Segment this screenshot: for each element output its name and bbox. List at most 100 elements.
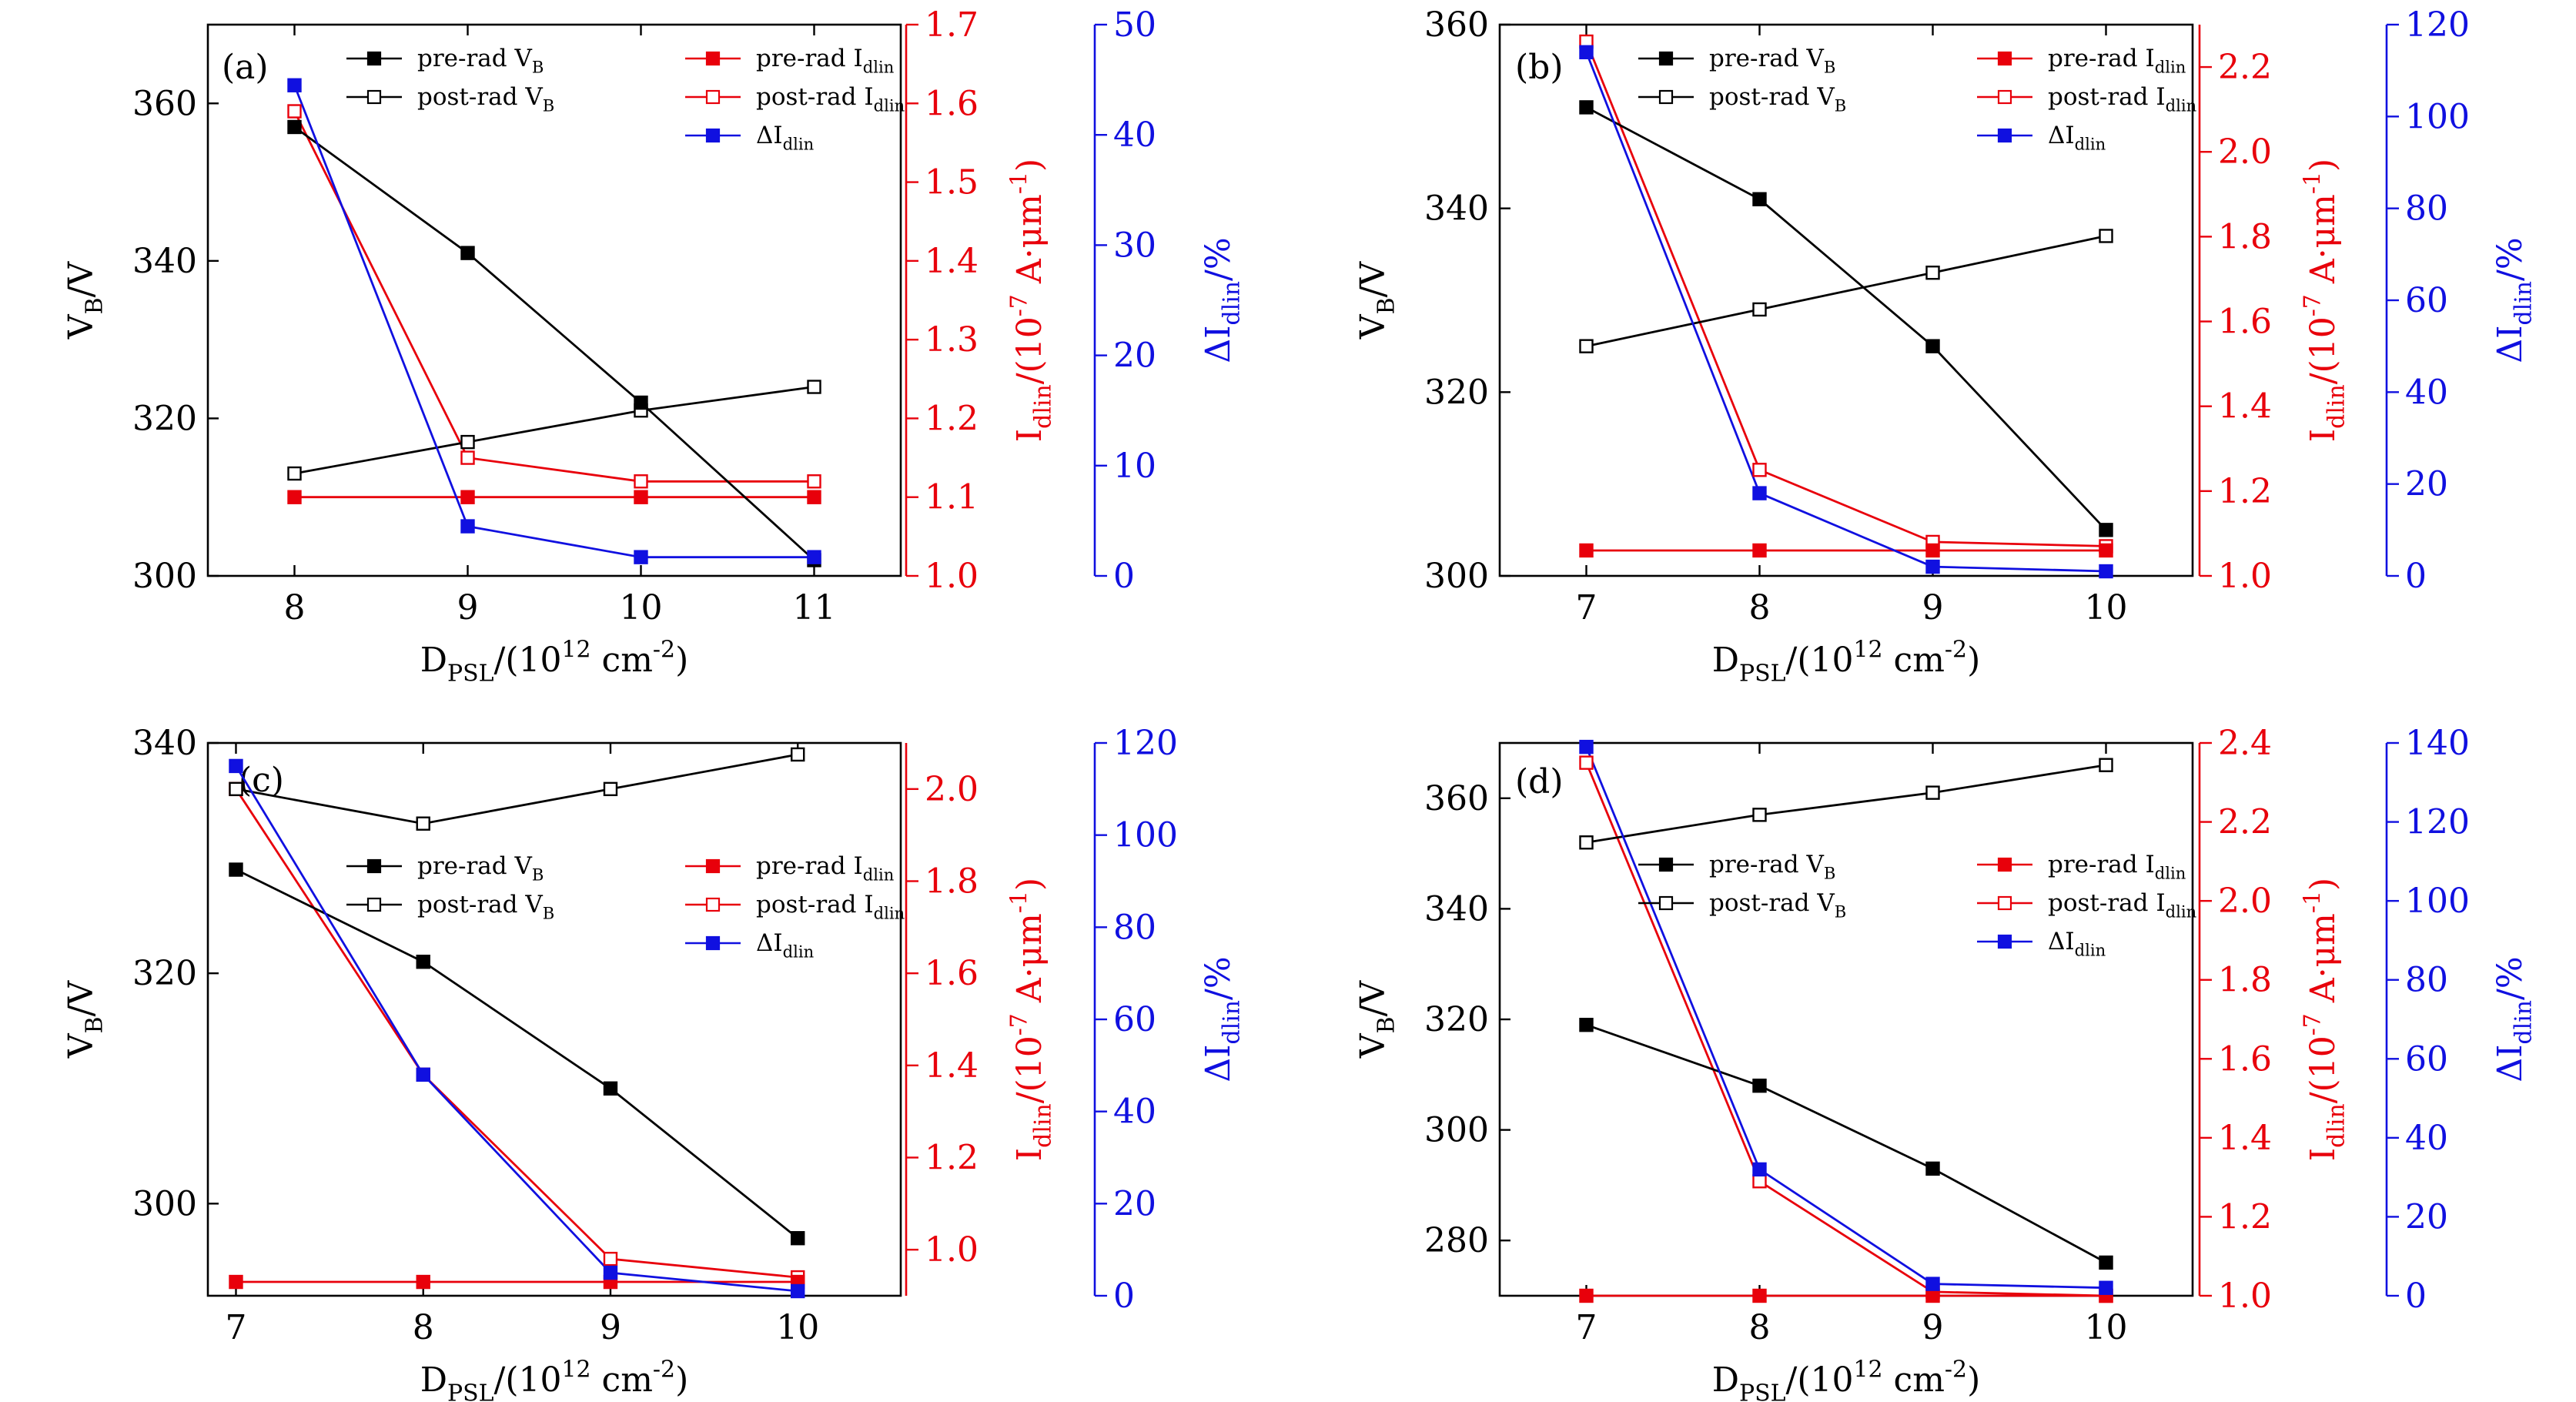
text-run: ΔI [1199,1045,1238,1082]
subscript: dlin [783,942,815,962]
data-point [229,1274,243,1290]
data-point [1579,339,1594,353]
series-line [1585,762,2106,1297]
legend-label: post-rad VB​ [1709,83,1846,115]
text-run: ) [2303,159,2343,172]
legend-label: post-rad VB​ [417,83,554,115]
y-blue-tick-label: 40 [2405,1119,2448,1158]
text-run: /V [1353,980,1393,1017]
y-left-tick-label: 360 [132,84,197,123]
series-line [294,386,815,475]
panel-label: (d) [1515,762,1564,801]
y-red-tick-label: 1.3 [925,320,979,360]
data-point [1752,1174,1767,1189]
text-run: pre-rad V [1709,45,1824,72]
text-run: ΔI [756,929,783,957]
y-red-tick-label: 1.7 [925,5,979,45]
data-point [603,1081,618,1096]
y-red-tick-label: 1.2 [925,399,979,438]
y-blue-tick-label: 60 [1113,1000,1156,1039]
legend-label: pre-rad Idlin​ [756,45,894,77]
y-red-axis-title: Idlin/(10-7 A·μm-1) [1006,878,1057,1161]
series-line [235,788,798,1279]
data-point [2099,1255,2113,1270]
subscript: dlin [2155,58,2186,77]
plot-frame [206,23,902,577]
y-red-tick-label: 1.5 [925,163,979,202]
superscript: -1 [1006,172,1033,194]
x-tick-label: 9 [1922,588,1944,627]
y-red-tick-label: 1.4 [925,242,979,281]
superscript: -2 [653,637,675,664]
series-line [1585,106,2107,531]
legend-marker [705,935,721,951]
y-blue-tick-label: 40 [1113,1092,1156,1132]
x-tick-label: 10 [2085,588,2128,627]
text-run: /(10 [1786,641,1854,680]
text-run: post-rad V [417,891,543,918]
data-point [460,490,475,504]
subscript: dlin [2075,941,2106,960]
text-run: D [1712,1360,1739,1400]
text-run: post-rad I [756,83,874,111]
subscript: dlin [874,904,905,923]
superscript: -2 [1945,1357,1967,1384]
y-left-tick-label: 340 [132,242,197,281]
y-red-tick-label: 1.2 [925,1139,979,1178]
data-point [416,955,430,969]
data-point [229,758,243,774]
text-run: /V [1353,261,1393,298]
text-run: ΔI [2491,326,2530,363]
y-blue-tick-label: 20 [1113,1184,1156,1223]
series-line [1586,1023,2107,1264]
data-point [1752,1162,1767,1177]
text-run: post-rad I [2048,889,2166,917]
superscript: 12 [1854,1357,1883,1384]
x-tick-label: 9 [1922,1308,1944,1347]
subscript: dlin [2510,1000,2537,1045]
y-left-tick-label: 280 [1424,1221,1489,1260]
superscript: -7 [1006,294,1033,316]
text-run: /% [1199,956,1238,1000]
legend-marker [366,89,382,105]
y-blue-axis-title: ΔIdlin/% [1199,956,1245,1082]
y-red-tick-label: 2.0 [2218,882,2272,921]
subscript: B [532,865,544,885]
text-run: V [1353,1032,1393,1059]
data-point [1579,739,1594,755]
text-run: /% [2491,956,2530,1000]
data-point [1752,463,1767,477]
y-left-tick-label: 300 [1424,1111,1489,1150]
text-run: D [420,1360,447,1400]
data-point [603,1265,618,1280]
text-run: /(10 [2303,316,2343,384]
text-run: ) [1967,641,1980,680]
y-blue-axis-title: ΔIdlin/% [1199,237,1245,363]
data-point [807,474,821,489]
y-blue-tick-label: 100 [2405,97,2470,136]
data-point [287,466,302,481]
legend-marker [1658,89,1674,105]
text-run: cm [1883,641,1945,680]
text-run: pre-rad I [2048,851,2155,878]
text-run: ΔI [1199,326,1238,363]
text-run: pre-rad V [1709,851,1824,878]
series-line [293,125,815,561]
legend-marker [1997,89,2012,105]
subscript: dlin [1218,1000,1245,1045]
text-run: pre-rad I [2048,45,2155,72]
data-point [1579,543,1594,558]
panel-label: (a) [222,48,269,87]
x-tick-label: 8 [413,1308,434,1347]
text-run: ) [1010,159,1049,172]
data-point [2099,1280,2113,1295]
legend-marker [1997,128,2012,143]
data-point [634,550,648,564]
data-point [1752,808,1767,822]
text-run: post-rad I [2048,83,2166,111]
data-point [2099,564,2113,579]
data-point [1925,543,1940,558]
data-point [416,1067,430,1082]
legend: pre-rad VB​ post-rad VB​ pre-rad Idlin​ pos… [1638,851,2196,960]
y-red-tick-label: 2.0 [925,770,979,809]
